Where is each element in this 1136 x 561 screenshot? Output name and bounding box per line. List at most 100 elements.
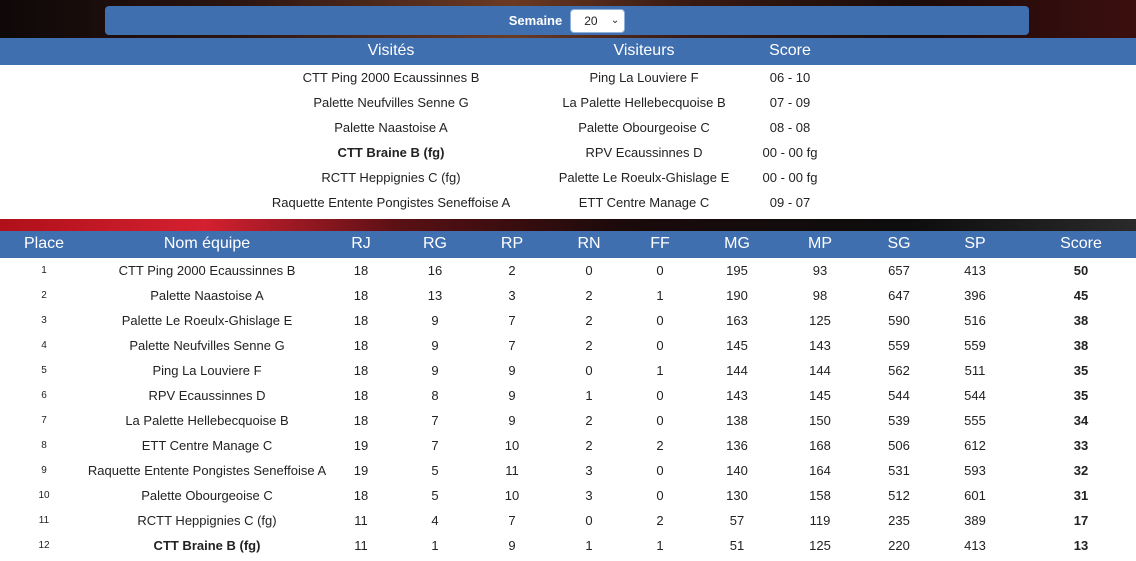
rank-sp: 559 xyxy=(964,338,986,353)
match-score: 00 - 00 fg xyxy=(762,145,818,160)
rank-score: 13 xyxy=(1073,538,1089,553)
table-row: 6 RPV Ecaussinnes D 18 8 9 1 0 143 145 544 544 35 xyxy=(0,383,1136,408)
rank-ff: 0 xyxy=(656,263,664,278)
header-rp: RP xyxy=(500,235,524,252)
chevron-down-icon: ⌄ xyxy=(610,15,620,26)
rank-rn: 2 xyxy=(585,413,593,428)
rank-team-name[interactable]: ETT Centre Manage C xyxy=(141,438,273,453)
rank-score: 35 xyxy=(1073,388,1089,403)
rank-team-name[interactable]: RCTT Heppignies C (fg) xyxy=(137,513,277,528)
rank-rn: 0 xyxy=(585,513,593,528)
rank-ff: 2 xyxy=(656,513,664,528)
match-home-team: Palette Neufvilles Senne G xyxy=(313,95,469,110)
rank-team-name[interactable]: Palette Naastoise A xyxy=(150,288,264,303)
table-row: 1 CTT Ping 2000 Ecaussinnes B 18 16 2 0 0 195 93… xyxy=(0,258,1136,283)
rank-mg: 195 xyxy=(726,263,748,278)
rank-mp: 119 xyxy=(809,513,831,528)
match-home-team: CTT Ping 2000 Ecaussinnes B xyxy=(302,70,480,85)
rank-mg: 144 xyxy=(726,363,748,378)
rank-mg: 51 xyxy=(729,538,745,553)
rank-team-name[interactable]: Raquette Entente Pongistes Seneffoise A xyxy=(87,463,327,478)
rank-sg: 531 xyxy=(888,463,910,478)
rank-rp: 9 xyxy=(508,413,516,428)
rank-mg: 163 xyxy=(726,313,748,328)
rank-mg: 143 xyxy=(726,388,748,403)
rank-ff: 1 xyxy=(656,288,664,303)
header-score: Score xyxy=(1060,235,1102,252)
rank-team-name[interactable]: Palette Le Roeulx-Ghislage E xyxy=(121,313,293,328)
header-team: Nom équipe xyxy=(163,235,251,252)
rank-rj: 18 xyxy=(353,288,369,303)
rank-place: 3 xyxy=(41,315,47,326)
rank-team-name[interactable]: Palette Obourgeoise C xyxy=(141,488,273,503)
week-select[interactable]: 20 ⌄ xyxy=(570,8,626,33)
rank-place: 12 xyxy=(38,540,50,551)
rank-score: 50 xyxy=(1073,263,1089,278)
rank-ff: 0 xyxy=(656,463,664,478)
rank-rj: 19 xyxy=(353,438,369,453)
rank-rj: 11 xyxy=(354,513,368,528)
rank-rn: 2 xyxy=(585,288,593,303)
header-rj: RJ xyxy=(351,235,371,252)
rank-ff: 0 xyxy=(656,338,664,353)
rank-team-name[interactable]: CTT Ping 2000 Ecaussinnes B xyxy=(118,263,296,278)
rank-rj: 18 xyxy=(353,263,369,278)
rank-mp: 144 xyxy=(809,363,831,378)
rank-rg: 8 xyxy=(431,388,439,403)
rank-mp: 164 xyxy=(809,463,831,478)
rank-sp: 601 xyxy=(964,488,986,503)
rank-sg: 235 xyxy=(888,513,910,528)
rank-sp: 516 xyxy=(964,313,986,328)
rank-team-name[interactable]: La Palette Hellebecquoise B xyxy=(125,413,289,428)
rank-rn: 2 xyxy=(585,338,593,353)
section-divider-banner xyxy=(0,219,1136,231)
rank-ff: 1 xyxy=(656,363,664,378)
match-away-team: Ping La Louviere F xyxy=(589,70,699,85)
rank-rg: 4 xyxy=(431,513,439,528)
rank-score: 45 xyxy=(1073,288,1089,303)
rank-rp: 3 xyxy=(508,288,516,303)
rank-sp: 396 xyxy=(964,288,986,303)
rank-rp: 7 xyxy=(508,313,516,328)
table-row: 3 Palette Le Roeulx-Ghislage E 18 9 7 2 0 163 12… xyxy=(0,308,1136,333)
match-home-team: CTT Braine B (fg) xyxy=(337,145,445,160)
match-home-team: RCTT Heppignies C (fg) xyxy=(321,170,461,185)
rank-rn: 0 xyxy=(585,263,593,278)
rank-mg: 138 xyxy=(726,413,748,428)
table-row: 12 CTT Braine B (fg) 11 1 9 1 1 51 125 220 413 13 xyxy=(0,533,1136,558)
rank-rg: 9 xyxy=(431,363,439,378)
rank-mp: 145 xyxy=(809,388,831,403)
rank-team-name[interactable]: Ping La Louviere F xyxy=(152,363,262,378)
ranking-table: 1 CTT Ping 2000 Ecaussinnes B 18 16 2 0 0 195 93… xyxy=(0,258,1136,558)
match-row: RCTT Heppignies C (fg) Palette Le Roeulx-… xyxy=(0,165,1136,190)
rank-rp: 9 xyxy=(508,388,516,403)
rank-rj: 18 xyxy=(353,313,369,328)
rank-rg: 5 xyxy=(431,488,439,503)
rank-sg: 506 xyxy=(888,438,910,453)
rank-team-name[interactable]: CTT Braine B (fg) xyxy=(153,538,261,553)
match-row: Palette Neufvilles Senne G La Palette Hel… xyxy=(0,90,1136,115)
table-row: 11 RCTT Heppignies C (fg) 11 4 7 0 2 57 119 235 38… xyxy=(0,508,1136,533)
rank-rp: 2 xyxy=(508,263,516,278)
match-home-team: Raquette Entente Pongistes Seneffoise A xyxy=(271,195,511,210)
header-away: Visiteurs xyxy=(613,42,675,59)
rank-score: 34 xyxy=(1073,413,1089,428)
rank-sg: 544 xyxy=(888,388,910,403)
rank-score: 17 xyxy=(1073,513,1089,528)
table-row: 9 Raquette Entente Pongistes Seneffoise A… xyxy=(0,458,1136,483)
rank-sg: 539 xyxy=(888,413,910,428)
rank-score: 33 xyxy=(1073,438,1089,453)
rank-team-name[interactable]: Palette Neufvilles Senne G xyxy=(129,338,285,353)
rank-place: 1 xyxy=(41,265,47,276)
rank-sp: 612 xyxy=(964,438,986,453)
rank-score: 38 xyxy=(1073,338,1089,353)
rank-sp: 544 xyxy=(964,388,986,403)
match-row: Palette Naastoise A Palette Obourgeoise C… xyxy=(0,115,1136,140)
rank-rg: 1 xyxy=(431,538,439,553)
rank-rn: 3 xyxy=(585,488,593,503)
table-row: 10 Palette Obourgeoise C 18 5 10 3 0 130 158 512 6… xyxy=(0,483,1136,508)
week-select-value: 20 xyxy=(584,13,598,28)
rank-rj: 18 xyxy=(353,388,369,403)
rank-team-name[interactable]: RPV Ecaussinnes D xyxy=(148,388,266,403)
rank-place: 4 xyxy=(41,340,47,351)
